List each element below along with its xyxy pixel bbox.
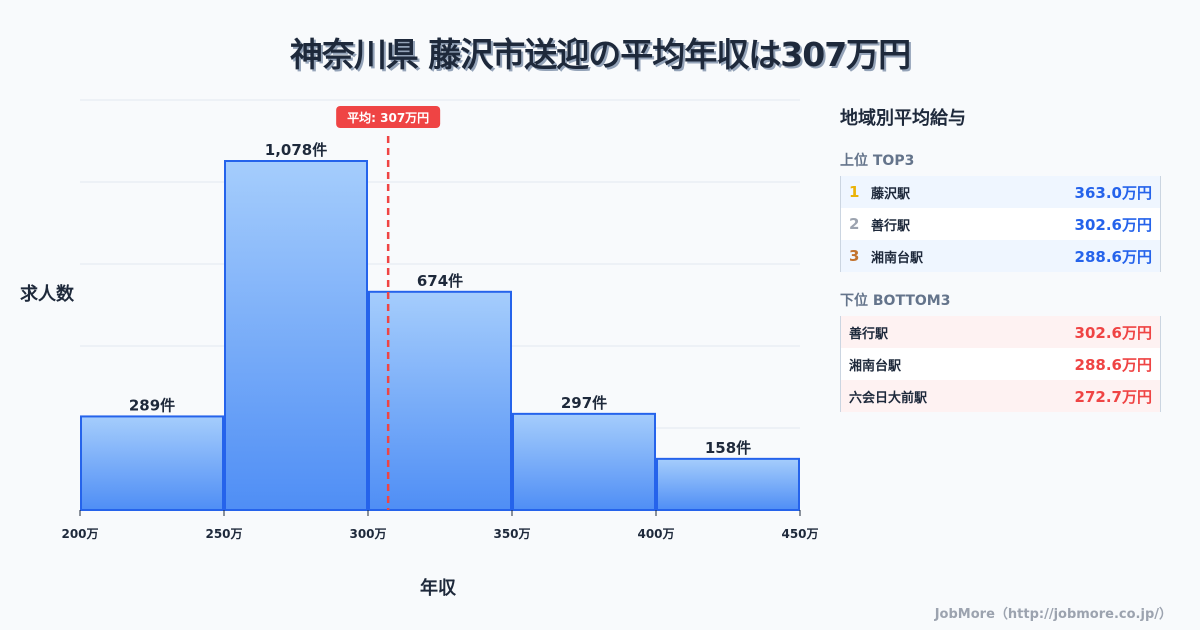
rank-row: 六会日大前駅 272.7万円 (841, 380, 1160, 412)
bars: 289件 1,078件 674件 297件 158件 (80, 141, 800, 512)
bar-value-label: 1,078件 (265, 141, 327, 159)
salary-value: 363.0万円 (1074, 183, 1152, 202)
average-label: 平均: 307万円 (347, 110, 429, 125)
rank-row: 3 湘南台駅 288.6万円 (841, 240, 1160, 272)
bottom-section-label: 下位 BOTTOM3 (840, 293, 951, 309)
rank-number: 1 (849, 183, 860, 201)
rank-row: 2 善行駅 302.6万円 (841, 208, 1160, 240)
histogram-chart: 289件 1,078件 674件 297件 158件 200万 250万 300万 350万 4… (61, 99, 819, 541)
histogram-bar (368, 290, 512, 511)
salary-value: 302.6万円 (1074, 323, 1152, 342)
average-badge (336, 106, 441, 128)
salary-value: 272.7万円 (1074, 387, 1152, 406)
station-name: 藤沢駅 (871, 186, 911, 202)
x-tick-label: 300万 (349, 527, 386, 541)
x-tick-label: 450万 (781, 527, 818, 541)
station-name: 湘南台駅 (871, 250, 924, 266)
bar-value-label: 674件 (417, 272, 463, 290)
salary-value: 288.6万円 (1074, 247, 1152, 266)
page-title: 神奈川県 藤沢市送迎の平均年収は307万円 (289, 35, 911, 74)
bar-value-label: 158件 (705, 439, 751, 457)
station-name: 六会日大前駅 (849, 390, 928, 406)
top-section-label: 上位 TOP3 (840, 153, 915, 169)
bottom-ranking-table: 善行駅 302.6万円 湘南台駅 288.6万円 六会日大前駅 272.7万円 (840, 316, 1161, 412)
bar-value-label: 297件 (561, 394, 607, 412)
rank-number: 2 (849, 215, 860, 233)
x-axis: 200万 250万 300万 350万 400万 450万 (61, 510, 819, 541)
histogram-bar (224, 160, 368, 511)
x-tick-label: 250万 (205, 527, 242, 541)
station-name: 湘南台駅 (849, 358, 902, 374)
average-line: 平均: 307万円 (336, 106, 441, 510)
histogram-bar (80, 415, 224, 511)
histogram-bar (512, 412, 656, 511)
salary-value: 288.6万円 (1074, 355, 1152, 374)
footer-credit: JobMore（http://jobmore.co.jp/） (934, 607, 1172, 622)
top-ranking-table: 1 藤沢駅 363.0万円 2 善行駅 302.6万円 3 湘南台駅 288.6… (840, 176, 1161, 272)
y-axis-label: 求人数 (20, 284, 74, 305)
histogram-bar (656, 457, 800, 512)
station-name: 善行駅 (871, 218, 911, 234)
rank-row: 善行駅 302.6万円 (841, 316, 1160, 348)
x-axis-label: 年収 (420, 578, 456, 599)
rank-number: 3 (849, 247, 860, 265)
rank-row: 湘南台駅 288.6万円 (841, 348, 1160, 380)
station-name: 善行駅 (849, 326, 889, 342)
bar-value-label: 289件 (129, 396, 175, 414)
sidebar-title: 地域別平均給与 (840, 108, 966, 129)
rank-row: 1 藤沢駅 363.0万円 (841, 176, 1160, 208)
x-tick-label: 400万 (637, 527, 674, 541)
x-tick-label: 200万 (61, 527, 98, 541)
salary-value: 302.6万円 (1074, 215, 1152, 234)
x-tick-label: 350万 (493, 527, 530, 541)
